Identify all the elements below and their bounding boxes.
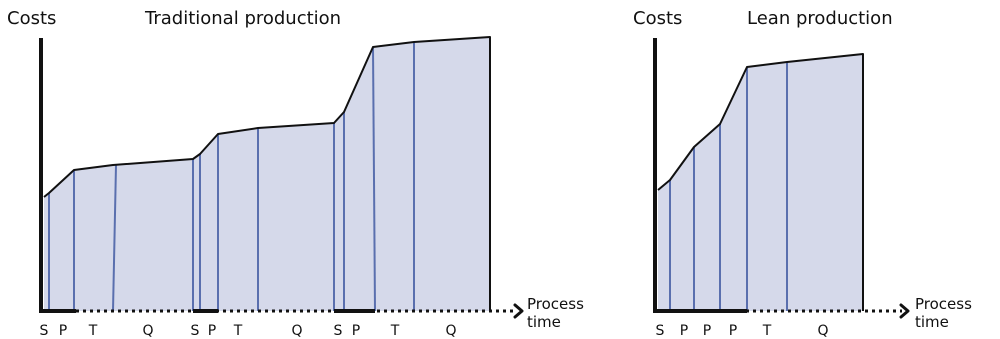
traditional-step-divider [372,46,376,312]
traditional-cost-curve [43,36,491,311]
lean-cost-area [658,54,863,311]
traditional-segment-label: Q [445,323,457,339]
traditional-segment-label: Q [291,323,303,339]
traditional-segment-label: S [333,323,343,339]
traditional-segment-label: T [390,323,400,339]
traditional-segment-label: S [39,323,49,339]
lean-segment-label: T [762,323,772,339]
traditional-cost-area [44,37,490,311]
traditional-segment-label: T [233,323,243,339]
traditional-title: Traditional production [145,8,342,29]
traditional-xlabel: Process time [527,295,584,331]
traditional-segment-label: Q [142,323,154,339]
lean-ylabel: Costs [633,8,683,29]
lean-xlabel-line1: Process [915,295,972,313]
traditional-xlabel-line2: time [527,313,561,331]
traditional-segment-label: P [58,323,68,339]
traditional-step-divider [112,164,117,312]
lean-xlabel: Process time [915,295,972,331]
traditional-segment-label: P [351,323,361,339]
traditional-segment-label: T [88,323,98,339]
lean-title: Lean production [747,8,893,29]
traditional-xlabel-line1: Process [527,295,584,313]
traditional-segment-label: P [207,323,217,339]
traditional-x-axis-arrow [513,303,524,319]
lean-segment-label: P [679,323,689,339]
lean-segment-label: S [655,323,665,339]
lean-segment-label: P [728,323,738,339]
lean-xlabel-line2: time [915,313,949,331]
lean-cost-curve [657,53,864,311]
traditional-segment-label: S [190,323,200,339]
lean-segment-label: P [702,323,712,339]
lean-segment-label: Q [817,323,829,339]
traditional-ylabel: Costs [7,8,57,29]
lean-x-axis-arrow [899,303,910,319]
